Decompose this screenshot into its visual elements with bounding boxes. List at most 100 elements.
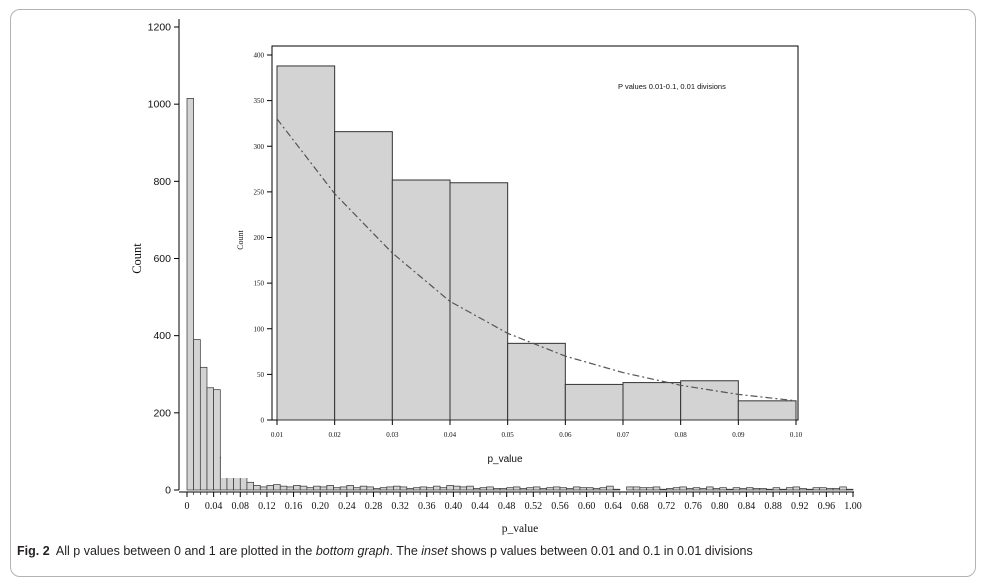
inset-x-tick-label: 0.07 <box>617 431 630 439</box>
main-bar <box>639 487 647 491</box>
main-y-tick-label: 1200 <box>148 22 172 34</box>
inset-y-tick-label: 0 <box>261 417 265 425</box>
caption-emph-inset: inset <box>421 544 448 558</box>
main-bar <box>826 488 834 491</box>
inset-x-tick-label: 0.08 <box>675 431 688 439</box>
main-y-tick-label: 0 <box>165 485 171 497</box>
main-x-tick-label: 0.56 <box>551 501 569 512</box>
main-bar <box>799 488 807 491</box>
main-bar <box>612 488 621 491</box>
main-bar <box>779 488 787 491</box>
caption-text-a: All p values between 0 and 1 are plotted… <box>55 544 313 558</box>
main-x-axis-label: p_value <box>502 523 538 535</box>
caption-label: Fig. 2 <box>17 544 50 558</box>
main-bar <box>766 488 774 491</box>
main-y-tick-label: 600 <box>153 253 171 265</box>
inset-x-tick-label: 0.04 <box>444 431 457 439</box>
inset-y-tick-label: 100 <box>254 325 265 333</box>
inset-x-tick-label: 0.05 <box>502 431 515 439</box>
main-bar <box>313 485 321 491</box>
inset-y-tick-label: 400 <box>254 52 265 60</box>
main-bar <box>419 486 428 491</box>
main-bar <box>579 487 587 491</box>
main-bar <box>466 485 474 491</box>
main-bar <box>812 487 821 491</box>
main-bar <box>506 487 514 491</box>
main-bar <box>193 339 201 491</box>
caption-text-b: . The <box>389 544 418 558</box>
main-bar <box>426 487 434 491</box>
inset-x-tick-label: 0.09 <box>732 431 745 439</box>
main-bar <box>599 487 607 491</box>
inset-bar <box>391 179 451 421</box>
main-bar <box>499 488 508 491</box>
main-bar <box>532 486 541 491</box>
main-bar <box>359 485 368 491</box>
main-bar <box>712 488 721 491</box>
inset-bar <box>507 342 566 421</box>
inset-chart: 0 50 100 150 200 250 300 350 400 0.01 0.02 0.03 0.04… <box>221 45 803 478</box>
main-bar <box>206 387 214 491</box>
main-bar <box>632 486 641 491</box>
main-bar <box>586 487 594 491</box>
main-bar <box>379 487 388 491</box>
main-x-tick-label: 0.40 <box>445 501 463 512</box>
main-x-tick-label: 0.84 <box>738 501 756 512</box>
main-bar <box>306 487 314 491</box>
main-x-tick-label: 0.48 <box>498 501 516 512</box>
inset-x-tick-label: 0.02 <box>329 431 342 439</box>
main-bar <box>413 487 421 491</box>
main-bar <box>719 487 727 491</box>
main-x-tick-label: 0.88 <box>764 501 782 512</box>
inset-y-tick-label: 150 <box>254 280 265 288</box>
main-bar <box>806 488 814 491</box>
main-bar <box>692 487 701 491</box>
main-x-tick-label: 0.92 <box>791 501 809 512</box>
inset-bar <box>680 380 739 421</box>
main-x-tick-label: 0.08 <box>232 501 250 512</box>
figure-frame <box>10 9 976 577</box>
inset-x-tick-label: 0.06 <box>559 431 572 439</box>
inset-annotation: P values 0.01-0.1, 0.01 divisions <box>618 82 726 91</box>
main-x-tick-label: 0.52 <box>525 501 543 512</box>
main-bar <box>446 485 454 491</box>
main-bar <box>606 485 614 491</box>
inset-bar <box>737 400 797 421</box>
main-x-tick-label: 0.76 <box>684 501 702 512</box>
main-bar <box>433 485 441 491</box>
inset-y-tick-label: 200 <box>254 234 265 242</box>
main-bar <box>526 487 534 491</box>
main-bar <box>279 485 288 491</box>
main-bar <box>786 487 794 491</box>
main-x-tick-label: 0.60 <box>578 501 596 512</box>
main-x-tick-label: 0.24 <box>338 501 356 512</box>
main-bar <box>326 485 334 491</box>
main-x-tick-label: 0 <box>185 501 190 512</box>
inset-y-tick-label: 250 <box>254 188 265 196</box>
main-x-tick-label: 0.64 <box>604 501 622 512</box>
inset-y-tick-label: 350 <box>254 97 265 105</box>
main-bar <box>679 486 687 491</box>
main-x-tick-label: 0.04 <box>205 501 223 512</box>
inset-x-tick-label: 0.10 <box>790 431 803 439</box>
main-bar <box>273 484 281 491</box>
main-bar <box>319 486 328 491</box>
main-bar <box>333 487 341 491</box>
main-bar <box>486 486 494 491</box>
inset-y-tick-label: 300 <box>254 143 265 151</box>
main-x-tick-label: 0.16 <box>285 501 303 512</box>
main-bar <box>266 485 274 491</box>
main-bar <box>832 488 841 491</box>
inset-x-axis-label: p_value <box>487 454 522 465</box>
main-bar <box>479 487 488 491</box>
main-bar <box>746 487 754 491</box>
main-y-tick-label: 200 <box>153 407 171 419</box>
main-bar <box>772 487 781 491</box>
main-x-tick-label: 0.28 <box>365 501 383 512</box>
main-bar <box>406 488 414 491</box>
main-bar <box>246 481 254 491</box>
main-bar <box>346 485 354 491</box>
main-bar <box>559 487 567 491</box>
main-bar <box>819 487 827 491</box>
main-bar <box>726 488 734 491</box>
